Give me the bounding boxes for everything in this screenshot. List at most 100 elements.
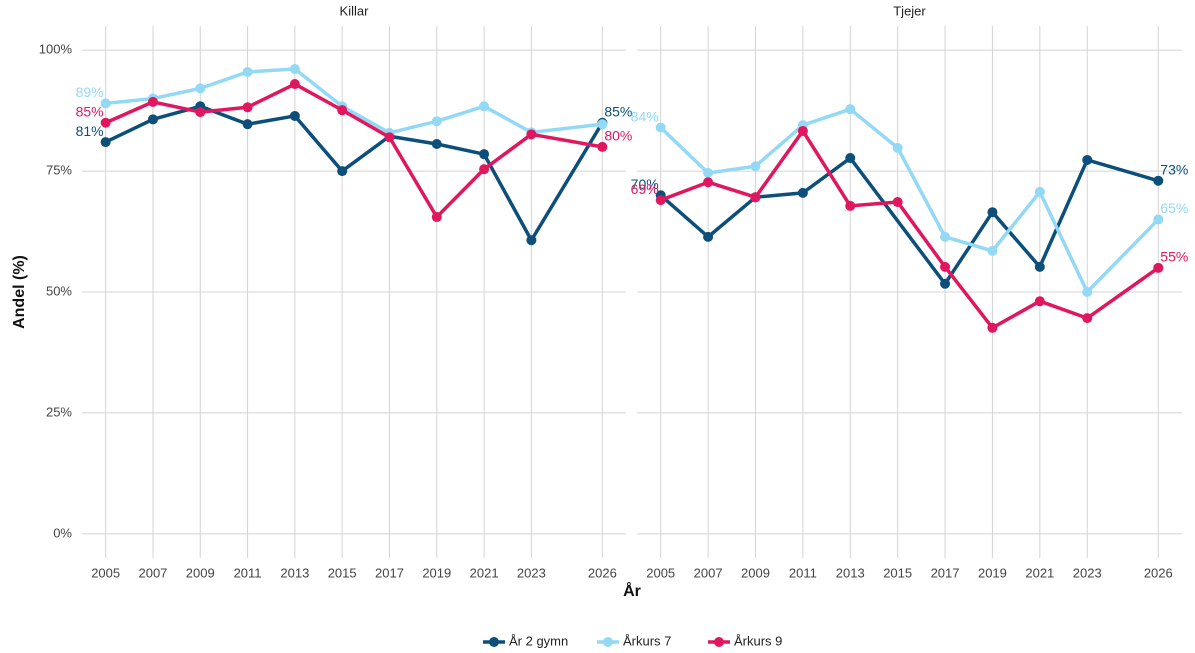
y-tick-label: 100%	[39, 42, 73, 57]
point	[431, 212, 442, 223]
point	[940, 278, 951, 289]
point	[526, 129, 537, 140]
point	[289, 79, 300, 90]
data-label: 85%	[604, 103, 632, 119]
data-label: 70%	[631, 176, 659, 192]
point	[431, 116, 442, 127]
point	[289, 64, 300, 75]
point	[100, 117, 111, 128]
x-tick-label: 2019	[422, 565, 451, 580]
point	[940, 231, 951, 242]
legend-point	[489, 637, 499, 647]
point	[100, 137, 111, 148]
point	[1153, 175, 1164, 186]
data-label: 84%	[631, 108, 659, 124]
point	[845, 153, 856, 164]
point	[597, 141, 608, 152]
legend-point	[603, 637, 613, 647]
data-label: 73%	[1160, 161, 1188, 177]
point	[892, 197, 903, 208]
point	[100, 98, 111, 109]
point	[431, 139, 442, 150]
point	[1034, 296, 1045, 307]
x-tick-label: 2015	[328, 565, 357, 580]
legend-label: Årkurs 7	[623, 633, 671, 648]
x-tick-label: 2005	[646, 565, 675, 580]
y-tick-label: 50%	[46, 283, 72, 298]
x-tick-label: 2009	[186, 565, 215, 580]
point	[750, 161, 761, 172]
x-tick-label: 2023	[1073, 565, 1102, 580]
point	[337, 166, 348, 177]
point	[479, 164, 490, 175]
point	[892, 142, 903, 153]
point	[597, 119, 608, 130]
series-line	[659, 107, 1160, 294]
point	[147, 96, 158, 107]
series-line	[659, 156, 1159, 286]
point	[384, 132, 395, 143]
point	[845, 104, 856, 115]
point	[797, 125, 808, 136]
series-line	[104, 82, 603, 219]
point	[845, 200, 856, 211]
point	[479, 101, 490, 112]
point	[655, 122, 666, 133]
data-label: 81%	[76, 123, 104, 139]
x-tick-label: 2021	[1025, 565, 1054, 580]
x-tick-label: 2009	[741, 565, 770, 580]
data-label: 55%	[1160, 249, 1188, 265]
x-tick-label: 2007	[138, 565, 167, 580]
series-line	[104, 104, 604, 243]
point	[750, 192, 761, 203]
y-tick-label: 25%	[46, 404, 72, 419]
point	[987, 322, 998, 333]
x-tick-label: 2026	[588, 565, 617, 580]
point	[242, 119, 253, 130]
x-axis-label: År	[623, 581, 641, 600]
point	[242, 102, 253, 113]
x-tick-label: 2017	[931, 565, 960, 580]
x-tick-label: 2007	[694, 565, 723, 580]
point	[703, 231, 714, 242]
point	[987, 207, 998, 218]
x-tick-label: 2011	[789, 565, 817, 580]
point	[1082, 313, 1093, 324]
legend-point	[714, 637, 724, 647]
point	[526, 235, 537, 246]
data-label: 69%	[631, 181, 659, 197]
panel-title: Tjejer	[893, 3, 926, 18]
point	[987, 245, 998, 256]
x-tick-label: 2013	[280, 565, 309, 580]
point	[1153, 214, 1164, 225]
point	[1082, 287, 1093, 297]
point	[1082, 154, 1093, 165]
data-label: 80%	[604, 128, 632, 144]
point	[940, 261, 951, 272]
point	[479, 149, 490, 160]
x-tick-label: 2026	[1144, 565, 1173, 580]
point	[242, 66, 253, 77]
panel-title: Killar	[340, 3, 370, 18]
x-tick-label: 2021	[470, 565, 499, 580]
data-label: 85%	[76, 103, 104, 119]
legend-label: Årkurs 9	[734, 633, 782, 648]
x-tick-label: 2015	[883, 565, 912, 580]
x-tick-label: 2019	[978, 565, 1007, 580]
y-axis-label: Andel (%)	[11, 255, 28, 329]
point	[1034, 261, 1045, 272]
point	[703, 168, 714, 179]
legend-label: År 2 gymn	[509, 633, 568, 648]
point	[289, 110, 300, 121]
point	[797, 187, 808, 198]
x-tick-label: 2011	[234, 565, 262, 580]
point	[147, 114, 158, 125]
data-label: 89%	[76, 84, 104, 100]
point	[655, 195, 666, 206]
y-tick-label: 75%	[46, 163, 72, 178]
x-tick-label: 2005	[91, 565, 120, 580]
y-tick-label: 0%	[53, 525, 72, 540]
data-label: 65%	[1160, 200, 1188, 216]
point	[1034, 186, 1045, 197]
